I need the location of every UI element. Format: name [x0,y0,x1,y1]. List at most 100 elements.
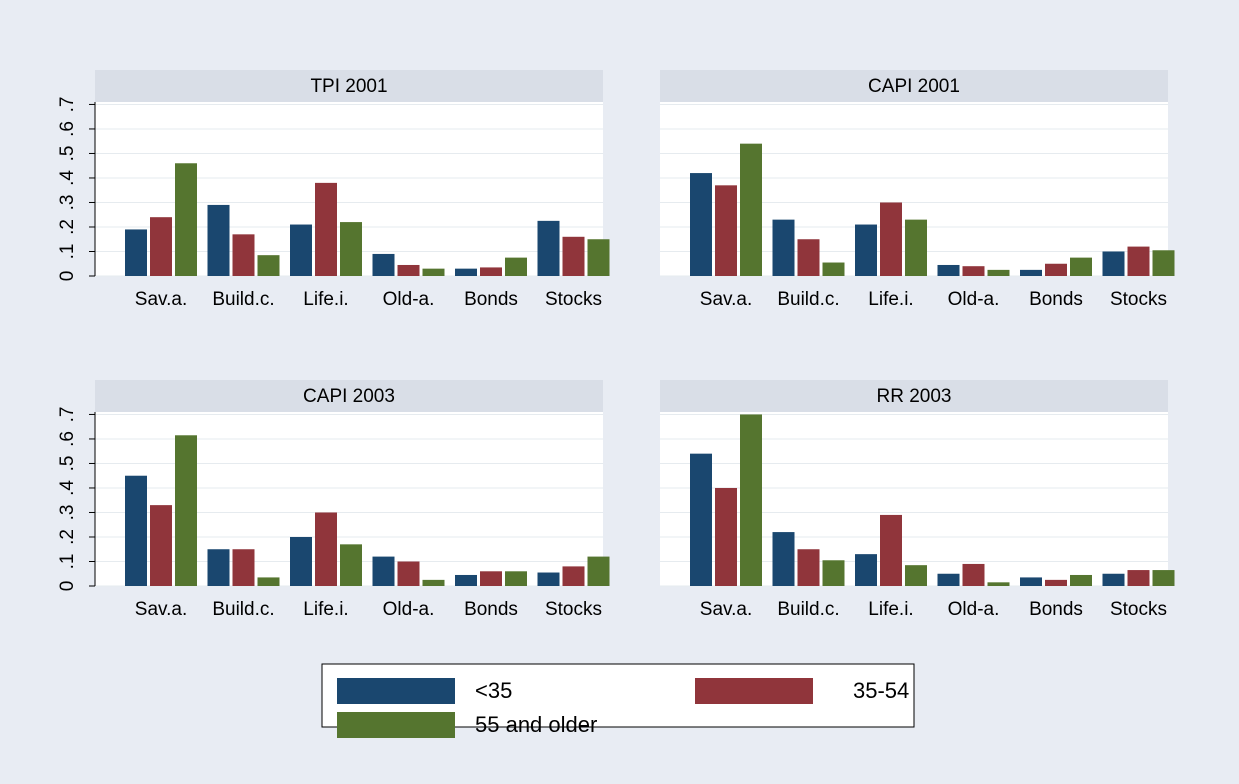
bar [905,219,927,276]
bar [125,229,147,276]
panel-title: CAPI 2003 [303,386,395,407]
bar [455,268,477,276]
bar [797,549,820,586]
bar [1127,570,1150,586]
x-tick-label: Build.c. [777,289,839,310]
bar [822,262,845,276]
y-tick-label: .2 [57,529,78,545]
bar [1152,250,1175,276]
y-tick-label: .1 [57,244,78,260]
x-tick-label: Old-a. [383,599,435,620]
bar [937,573,960,586]
bar [962,266,985,276]
panel-header [660,70,1168,102]
bar [455,574,477,586]
legend-label: <35 [475,678,512,703]
bar [175,435,197,586]
bar [1127,246,1150,276]
bar [905,565,927,586]
bar [587,556,610,586]
bar [690,173,712,276]
x-tick-label: Stocks [545,599,602,620]
x-tick-label: Stocks [1110,289,1167,310]
bar [1020,577,1042,586]
x-tick-label: Sav.a. [135,599,187,620]
bar [232,234,255,276]
x-tick-label: Bonds [1029,289,1083,310]
bar [562,566,585,586]
bar [880,514,902,586]
bar [257,255,280,276]
bar [740,414,762,586]
bar [150,217,172,276]
y-tick-label: .3 [57,195,78,211]
bar [1070,574,1092,586]
panel-header [660,380,1168,412]
y-tick-label: .2 [57,219,78,235]
x-tick-label: Build.c. [212,599,274,620]
panel-header [95,380,603,412]
bar [1045,263,1067,276]
bar [340,222,362,276]
bar [822,560,845,586]
x-tick-label: Stocks [1110,599,1167,620]
y-tick-label: .1 [57,554,78,570]
bar [562,236,585,276]
bar [207,204,230,276]
bar [480,571,502,586]
x-tick-label: Sav.a. [700,289,752,310]
bar [232,549,255,586]
bar [715,487,737,586]
panel-title: TPI 2001 [310,76,387,97]
bar [937,264,960,276]
bar [315,512,337,586]
bar [987,269,1010,276]
bar [340,544,362,586]
legend-swatch [337,712,455,738]
bar [290,224,312,276]
bar [125,475,147,586]
bar [1070,257,1092,276]
bar [1102,573,1125,586]
y-tick-label: .4 [57,170,78,186]
legend-label: 35-54 [853,678,909,703]
bar [505,571,527,586]
panel-title: CAPI 2001 [868,76,960,97]
bar [397,264,420,276]
x-tick-label: Build.c. [212,289,274,310]
x-tick-label: Life.i. [303,289,348,310]
bar [397,561,420,586]
x-tick-label: Sav.a. [700,599,752,620]
bar [855,554,877,586]
x-tick-label: Build.c. [777,599,839,620]
bar [422,268,445,276]
y-tick-label: 0 [57,581,78,592]
bar [587,239,610,276]
x-tick-label: Sav.a. [135,289,187,310]
x-tick-label: Bonds [1029,599,1083,620]
bar [1152,570,1175,586]
panel-header [95,70,603,102]
bar [315,182,337,276]
y-tick-label: 0 [57,271,78,282]
bar [987,582,1010,586]
bar [962,563,985,586]
x-tick-label: Old-a. [383,289,435,310]
x-tick-label: Bonds [464,289,518,310]
y-tick-label: .5 [57,456,78,472]
bar [537,220,560,276]
bar [855,224,877,276]
x-tick-label: Life.i. [303,599,348,620]
bar [880,202,902,276]
x-tick-label: Bonds [464,599,518,620]
panel-title: RR 2003 [877,386,952,407]
legend-label: 55 and older [475,712,597,737]
y-tick-label: .5 [57,146,78,162]
y-tick-label: .7 [57,97,78,113]
bar [740,143,762,276]
x-tick-label: Stocks [545,289,602,310]
x-tick-label: Old-a. [948,289,1000,310]
bar [290,536,312,586]
bar [257,577,280,586]
